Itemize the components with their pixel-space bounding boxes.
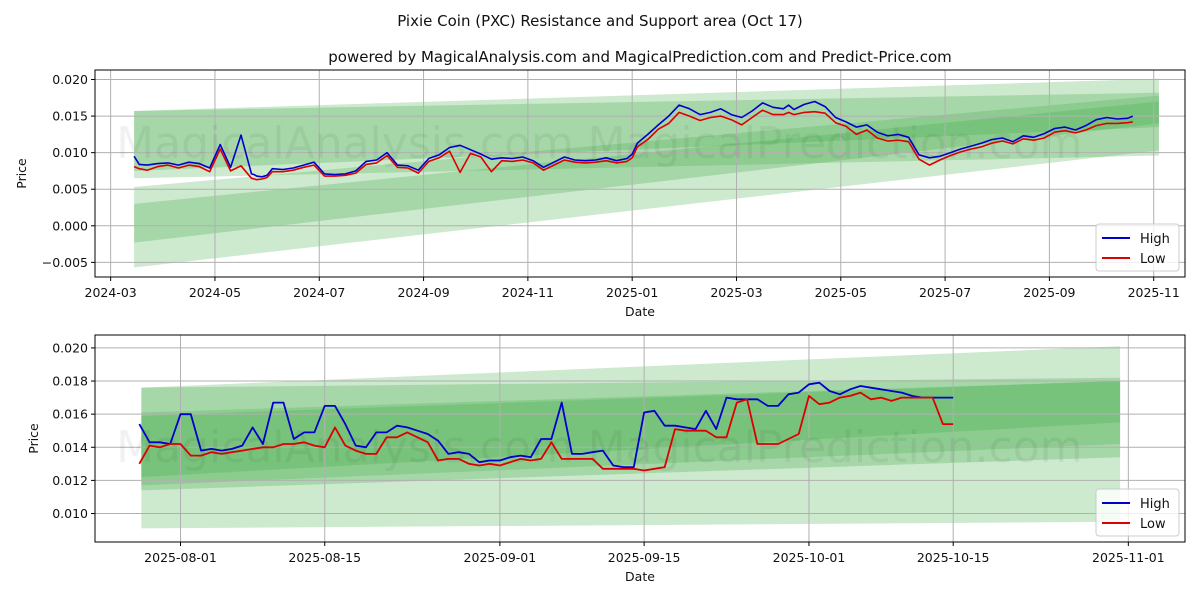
x-tick-label: 2025-01 (606, 285, 658, 300)
support-outer-band (134, 95, 1159, 268)
bottom-panel: MagicalAnalysis.com MagicalPrediction.com… (26, 334, 1186, 584)
x-tick-label: 2025-09 (1023, 285, 1075, 300)
y-tick-label: 0.020 (52, 340, 88, 355)
watermark: MagicalPrediction.com (588, 118, 1083, 169)
legend: High Low (1095, 223, 1180, 272)
axes-frame (94, 334, 1186, 543)
x-tick-label: 2025-09-01 (464, 550, 537, 565)
y-tick-label: 0.014 (52, 440, 88, 455)
y-tick-label: 0.005 (52, 182, 88, 197)
x-tick-label: 2025-09-15 (608, 550, 681, 565)
series-group (138, 381, 954, 472)
grid-lines (95, 70, 1185, 277)
x-tick-label: 2024-05 (189, 285, 241, 300)
y-tick-label: 0.020 (52, 72, 88, 87)
y-axis-label: Price (26, 423, 41, 454)
x-tick-label: 2024-03 (85, 285, 137, 300)
low-series-line (138, 391, 954, 472)
resistance-outer-band (141, 346, 1121, 529)
low-legend-label: Low (1140, 517, 1166, 532)
high-series-line (138, 381, 954, 468)
legend-box (1095, 223, 1180, 272)
x-tick-label: 2024-09 (397, 285, 449, 300)
x-tick-label: 2025-07 (919, 285, 971, 300)
legend-box (1095, 488, 1180, 537)
resistance-outer-band (134, 78, 1159, 179)
resistance-inner-band (141, 377, 1121, 491)
y-tick-label: 0.010 (52, 145, 88, 160)
low-series-line (133, 109, 1133, 181)
series-group (133, 100, 1134, 181)
band-group (141, 346, 1121, 529)
support-inner-band (141, 381, 1121, 478)
grid-lines (95, 335, 1185, 542)
x-axis-label: Date (625, 569, 655, 584)
x-tick-label: 2025-11-01 (1092, 550, 1165, 565)
y-tick-label: 0.000 (52, 218, 88, 233)
y-tick-label: 0.016 (52, 407, 88, 422)
high-legend-label: High (1140, 232, 1170, 247)
watermark: MagicalAnalysis.com (116, 118, 574, 169)
y-tick-label: −0.005 (42, 255, 88, 270)
x-tick-label: 2025-08-15 (288, 550, 361, 565)
support-outer-band (141, 381, 1121, 486)
legend: High Low (1095, 488, 1180, 537)
band-group (134, 78, 1159, 268)
chart-subtitle: powered by MagicalAnalysis.com and Magic… (328, 48, 952, 66)
chart-title: Pixie Coin (PXC) Resistance and Support … (397, 12, 803, 30)
y-tick-label: 0.010 (52, 506, 88, 521)
high-legend-label: High (1140, 497, 1170, 512)
low-legend-label: Low (1140, 252, 1166, 267)
x-axis-label: Date (625, 304, 655, 319)
y-axis-label: Price (14, 158, 29, 189)
watermark: MagicalPrediction.com (588, 422, 1083, 473)
y-tick-label: 0.015 (52, 109, 88, 124)
y-tick-label: 0.018 (52, 374, 88, 389)
axes-frame (94, 69, 1186, 278)
x-tick-label: 2024-11 (502, 285, 554, 300)
y-tick-label: 0.012 (52, 473, 88, 488)
resistance-inner-band (134, 92, 1159, 171)
x-tick-label: 2024-07 (293, 285, 345, 300)
high-series-line (133, 100, 1134, 178)
x-tick-label: 2025-10-15 (917, 550, 990, 565)
x-tick-label: 2025-05 (815, 285, 867, 300)
top-panel: MagicalAnalysis.com MagicalPrediction.com… (14, 69, 1186, 319)
x-tick-label: 2025-10-01 (773, 550, 846, 565)
x-tick-label: 2025-08-01 (144, 550, 217, 565)
x-tick-label: 2025-03 (710, 285, 762, 300)
support-inner-band (134, 101, 1159, 243)
x-tick-label: 2025-11 (1128, 285, 1180, 300)
